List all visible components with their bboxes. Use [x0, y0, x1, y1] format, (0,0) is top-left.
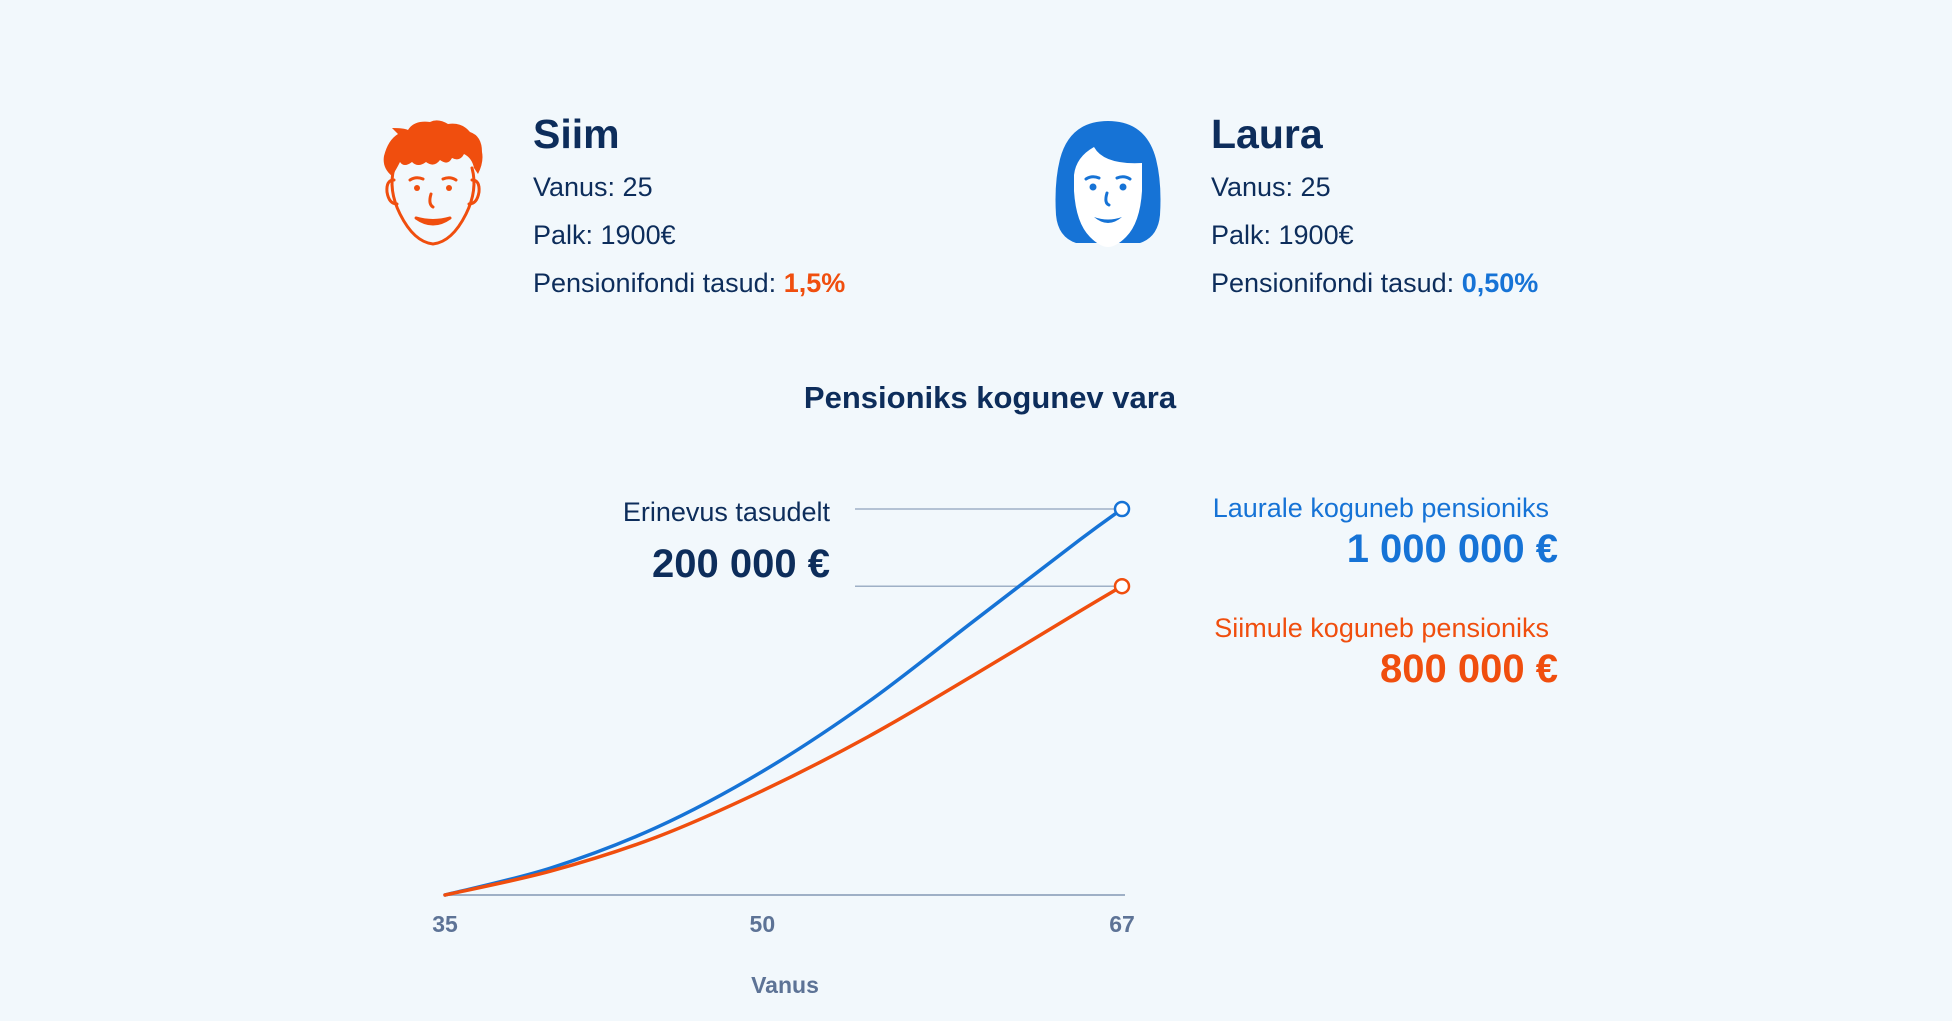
laura-total-label: Laurale koguneb pensioniks	[1212, 493, 1549, 523]
person-fee-value: 1,5%	[783, 268, 846, 298]
person-fee-label: Pensionifondi tasud:	[533, 268, 784, 298]
man-face-icon	[383, 120, 483, 246]
person-fee: Pensionifondi tasud: 1,5%	[533, 270, 845, 297]
siim-total-value: 800 000 €	[1380, 647, 1558, 691]
person-salary: Palk: 1900€	[533, 220, 676, 250]
woman-face-icon	[1055, 121, 1161, 247]
difference-value: 200 000 €	[652, 542, 830, 586]
difference-label: Erinevus tasudelt	[622, 497, 830, 527]
siim-total-label: Siimule koguneb pensioniks	[1214, 613, 1549, 643]
person-name: Laura	[1211, 111, 1323, 157]
x-tick-label: 50	[750, 911, 776, 937]
series-line-laura	[443, 507, 1124, 897]
laura-total-value: 1 000 000 €	[1346, 527, 1558, 571]
x-tick-label: 35	[432, 911, 458, 937]
person-age: Vanus: 25	[1211, 172, 1331, 202]
person-fee-value: 0,50%	[1461, 268, 1539, 298]
x-tick-label: 67	[1109, 911, 1135, 937]
x-axis-title: Vanus	[751, 972, 819, 998]
person-age: Vanus: 25	[533, 172, 653, 202]
endpoint-marker-laura	[1113, 500, 1131, 518]
person-fee-label: Pensionifondi tasud:	[1211, 268, 1462, 298]
person-salary: Palk: 1900€	[1211, 220, 1354, 250]
person-fee: Pensionifondi tasud: 0,50%	[1211, 270, 1538, 297]
endpoint-marker-siim	[1113, 577, 1131, 595]
chart-title: Pensioniks kogunev vara	[803, 380, 1177, 415]
person-name: Siim	[533, 111, 620, 157]
series-line-siim	[443, 584, 1124, 897]
